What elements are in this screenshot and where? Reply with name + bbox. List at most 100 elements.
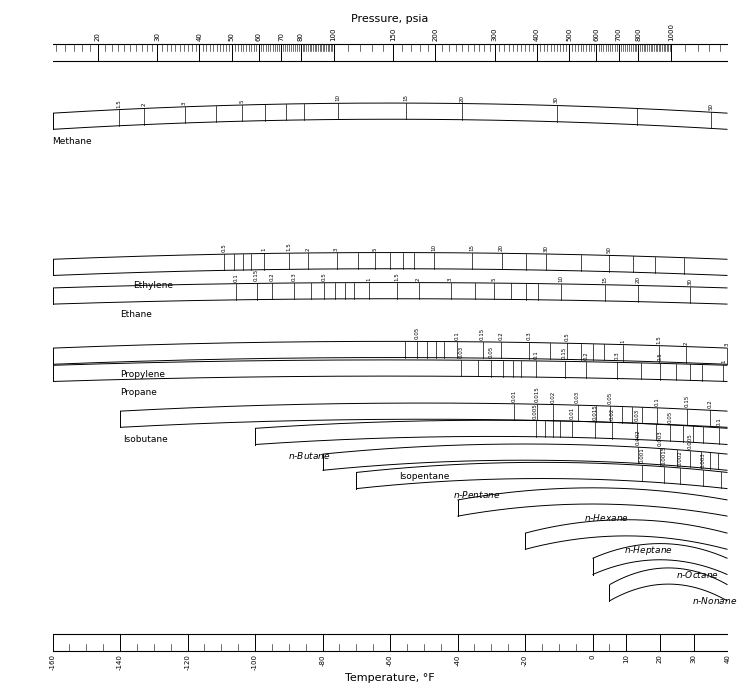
Text: 1.5: 1.5 <box>394 272 400 281</box>
Text: -160: -160 <box>50 655 55 671</box>
Text: 0.05: 0.05 <box>489 346 494 359</box>
Text: 5: 5 <box>240 99 244 103</box>
Text: 15: 15 <box>404 94 409 101</box>
Text: $n$-Pentane: $n$-Pentane <box>453 489 500 500</box>
Text: 0.2: 0.2 <box>499 332 504 340</box>
Text: 0.01: 0.01 <box>570 407 575 419</box>
Text: 500: 500 <box>566 28 572 41</box>
Text: 600: 600 <box>593 27 599 41</box>
Text: $n$-Butane: $n$-Butane <box>288 450 331 461</box>
Text: 60: 60 <box>256 32 262 41</box>
Text: 300: 300 <box>491 27 497 41</box>
Text: 0.002: 0.002 <box>677 450 682 466</box>
Text: -40: -40 <box>454 655 460 666</box>
Text: 5: 5 <box>373 247 378 250</box>
Text: 0.05: 0.05 <box>668 411 673 423</box>
Text: 1.5: 1.5 <box>116 99 121 108</box>
Text: 0.3: 0.3 <box>615 352 620 360</box>
Text: -20: -20 <box>522 655 528 666</box>
Text: 150: 150 <box>390 28 396 41</box>
Text: 0.02: 0.02 <box>610 408 615 420</box>
Text: 0.3: 0.3 <box>526 332 532 341</box>
Text: 2: 2 <box>142 103 147 106</box>
Text: $n$-Heptane: $n$-Heptane <box>624 544 673 557</box>
Text: 20: 20 <box>94 32 100 41</box>
Text: 0.001: 0.001 <box>639 448 644 464</box>
Text: Ethane: Ethane <box>120 310 152 319</box>
Text: 0.005: 0.005 <box>687 433 692 449</box>
Text: 0.5: 0.5 <box>221 243 226 252</box>
Text: 0.15: 0.15 <box>254 269 259 281</box>
Text: 5: 5 <box>492 277 496 281</box>
Text: Ethylene: Ethylene <box>134 281 173 290</box>
Text: 20: 20 <box>636 277 640 284</box>
Text: 1.5: 1.5 <box>286 243 292 251</box>
Text: 3: 3 <box>448 277 453 281</box>
Text: 0.03: 0.03 <box>458 346 464 358</box>
Text: Methane: Methane <box>53 138 92 147</box>
Text: 0.005: 0.005 <box>533 403 538 418</box>
Text: $n$-Nonane: $n$-Nonane <box>692 595 737 606</box>
Text: 0.03: 0.03 <box>634 409 640 421</box>
Text: 1000: 1000 <box>668 23 674 41</box>
Text: 50: 50 <box>607 246 611 254</box>
Text: 0.15: 0.15 <box>562 347 567 359</box>
Text: 20: 20 <box>657 655 663 663</box>
Text: Isopentane: Isopentane <box>400 472 450 481</box>
Text: 0.003: 0.003 <box>658 431 662 446</box>
Text: 40: 40 <box>196 32 202 41</box>
Text: 20: 20 <box>499 244 504 252</box>
Text: 0: 0 <box>590 655 596 659</box>
Text: 0.0015: 0.0015 <box>662 445 666 465</box>
Text: 0.2: 0.2 <box>584 351 588 360</box>
Text: Propane: Propane <box>120 388 157 397</box>
Text: 0.1: 0.1 <box>716 417 722 426</box>
Text: 2: 2 <box>684 341 688 345</box>
Text: 10: 10 <box>335 95 340 101</box>
Text: 1: 1 <box>366 277 371 281</box>
Text: 30: 30 <box>154 32 160 41</box>
Text: 0.015: 0.015 <box>593 404 598 420</box>
Text: 0.05: 0.05 <box>608 392 613 404</box>
Text: 10: 10 <box>431 244 436 251</box>
Text: 0.15: 0.15 <box>685 395 690 407</box>
Text: 30: 30 <box>554 97 559 104</box>
Text: 400: 400 <box>534 28 540 41</box>
Text: 0.05: 0.05 <box>415 327 419 339</box>
Text: 3: 3 <box>724 343 729 346</box>
Text: Isobutane: Isobutane <box>123 435 168 444</box>
Text: 0.003: 0.003 <box>700 452 706 468</box>
Text: 10: 10 <box>623 655 629 663</box>
Text: 15: 15 <box>470 244 475 251</box>
Text: 0.5: 0.5 <box>565 332 569 341</box>
Text: -80: -80 <box>320 655 326 666</box>
Text: 0.002: 0.002 <box>635 430 640 445</box>
Text: 0.1: 0.1 <box>655 397 660 406</box>
Text: -120: -120 <box>184 655 190 670</box>
Text: 700: 700 <box>616 27 622 41</box>
Text: -100: -100 <box>252 655 258 671</box>
Text: 40: 40 <box>724 655 730 663</box>
Text: 80: 80 <box>298 32 304 41</box>
Text: 30: 30 <box>691 655 697 663</box>
Text: 800: 800 <box>635 27 641 41</box>
Text: 100: 100 <box>331 27 337 41</box>
Text: 30: 30 <box>544 245 549 252</box>
Text: 0.1: 0.1 <box>454 331 460 340</box>
Text: 0.1: 0.1 <box>234 273 238 281</box>
Text: Temperature, °F: Temperature, °F <box>345 673 435 682</box>
Text: 1: 1 <box>620 339 626 343</box>
Text: 0.2: 0.2 <box>269 272 274 281</box>
Text: 0.03: 0.03 <box>575 391 580 403</box>
Text: 0.5: 0.5 <box>322 272 327 281</box>
Text: $n$-Octane: $n$-Octane <box>676 569 719 580</box>
Text: 200: 200 <box>432 28 438 41</box>
Text: 0.15: 0.15 <box>480 327 485 340</box>
Text: 0.3: 0.3 <box>292 272 297 281</box>
Text: 1: 1 <box>262 248 266 252</box>
Text: 20: 20 <box>460 95 465 101</box>
Text: 0.01: 0.01 <box>512 389 517 402</box>
Text: -140: -140 <box>117 655 123 670</box>
Text: 1: 1 <box>721 359 726 363</box>
Text: 50: 50 <box>708 103 713 111</box>
